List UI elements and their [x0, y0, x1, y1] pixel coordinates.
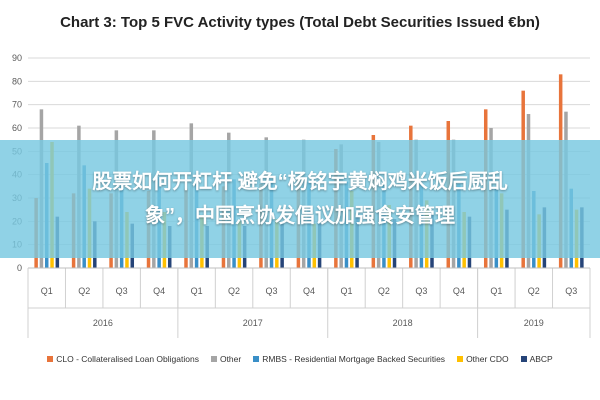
x-tick-label: Q4	[453, 286, 465, 296]
legend-item: Other CDO	[457, 354, 509, 364]
x-tick-label: Q2	[528, 286, 540, 296]
legend-swatch	[520, 356, 527, 362]
legend-label: Other	[219, 354, 242, 364]
year-label: 2017	[243, 318, 263, 328]
legend-item: Other	[210, 354, 242, 364]
y-tick-label: 90	[12, 53, 22, 63]
legend-label: ABCP	[529, 354, 553, 364]
x-axis: Q1 Q2 Q3 Q4 Q1 Q2 Q3 Q4 Q1 Q2 Q3 Q4 Q1 Q2 Q3 2016 2017 20…	[27, 267, 591, 338]
chart-title: Chart 3: Top 5 FVC Activity types (Total…	[60, 14, 540, 31]
x-tick-label: Q2	[228, 286, 240, 296]
legend-swatch	[47, 356, 54, 362]
x-tick-label: Q4	[303, 286, 315, 296]
year-label: 2016	[93, 318, 113, 328]
y-tick-label: 60	[12, 123, 22, 133]
x-tick-label: Q3	[116, 286, 128, 296]
x-tick-label: Q3	[415, 286, 427, 296]
x-tick-label: Q3	[266, 286, 278, 296]
x-tick-label: Q3	[565, 286, 577, 296]
x-tick-label: Q2	[378, 286, 390, 296]
news-headline-overlay[interactable]: 股票如何开杠杆 避免“杨铭宇黄焖鸡米饭后厨乱 象”，中国烹协发倡议加强食安管理	[0, 140, 600, 258]
legend-item: CLO - Collateralised Loan Obligations	[47, 354, 199, 364]
x-tick-label: Q1	[41, 286, 53, 296]
legend-label: CLO - Collateralised Loan Obligations	[56, 354, 199, 364]
year-label: 2018	[393, 318, 413, 328]
headline-line-2: 象”，中国烹协发倡议加强食安管理	[145, 205, 455, 227]
chart-legend: CLO - Collateralised Loan Obligations Oth…	[0, 352, 600, 366]
x-tick-label: Q1	[340, 286, 352, 296]
year-label: 2019	[524, 318, 544, 328]
legend-label: RMBS - Residential Mortgage Backed Secur…	[262, 354, 446, 364]
y-tick-label: 70	[12, 100, 22, 110]
legend-item: ABCP	[520, 354, 553, 364]
legend-swatch	[457, 356, 464, 362]
x-tick-label: Q4	[153, 286, 165, 296]
legend-swatch	[210, 356, 217, 362]
headline-line-1: 股票如何开杠杆 避免“杨铭宇黄焖鸡米饭后厨乱	[92, 171, 508, 193]
x-tick-label: Q1	[191, 286, 203, 296]
x-tick-label: Q1	[490, 286, 502, 296]
y-tick-label: 0	[17, 263, 22, 273]
legend-item: RMBS - Residential Mortgage Backed Secur…	[253, 354, 445, 364]
y-tick-label: 80	[12, 76, 22, 86]
legend-label: Other CDO	[466, 354, 509, 364]
x-tick-label: Q2	[78, 286, 90, 296]
legend-swatch	[253, 356, 260, 362]
